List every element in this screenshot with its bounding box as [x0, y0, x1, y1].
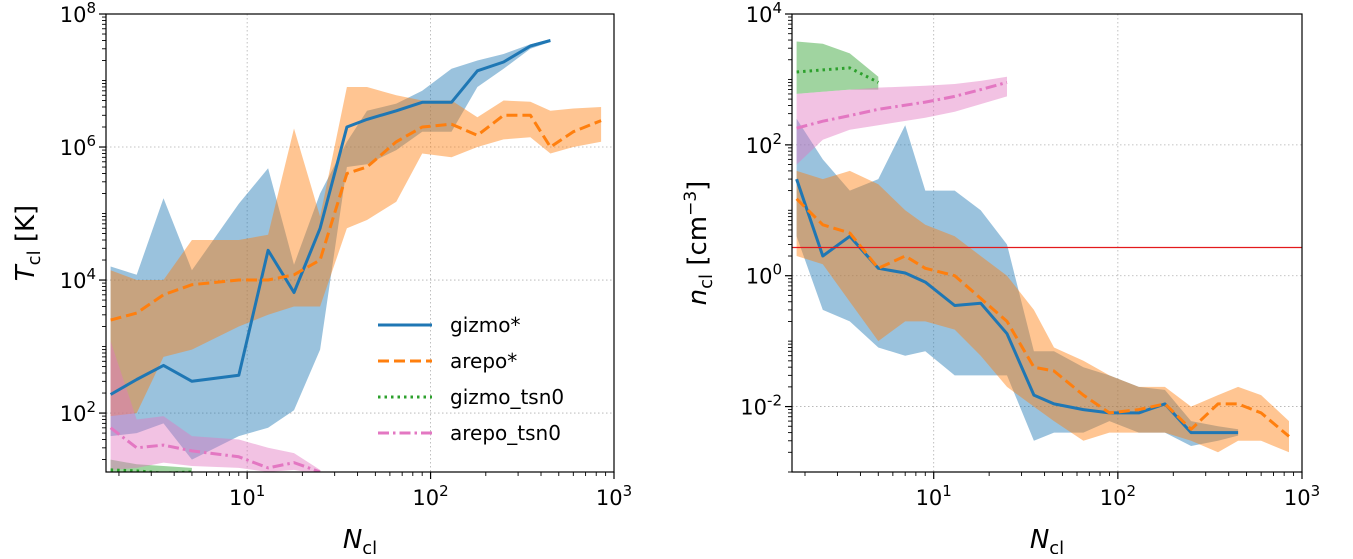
series-line-arepo-tsn0	[796, 80, 1008, 130]
series-line-arepo-tsn0	[109, 426, 321, 472]
legend: gizmo* arepo* gizmo_tsn0 arepo_tsn0	[378, 313, 564, 445]
x-axis-label: Ncl	[1030, 525, 1064, 554]
legend-label-arepo-star: arepo*	[450, 349, 517, 373]
series-line-gizmo-star	[109, 39, 551, 396]
y-tick-label: 102	[60, 398, 96, 426]
band-gizmo-tsn0	[110, 459, 192, 472]
x-tick-label: 102	[412, 482, 448, 510]
series-line-gizmo-tsn0	[796, 66, 879, 84]
legend-label-gizmo-star: gizmo*	[450, 313, 520, 337]
band-arepo-star	[110, 87, 602, 417]
x-tick-label: 103	[1284, 482, 1320, 510]
band-arepo-tsn0	[110, 341, 321, 472]
ticks: 101 102 103 102 104 106 108	[60, 0, 632, 510]
y-tick-label: 102	[746, 130, 782, 158]
y-tick-label: 100	[746, 261, 782, 289]
band-gizmo-star	[110, 39, 551, 460]
axes-frame	[791, 13, 1303, 473]
series-line-gizmo-tsn0	[110, 468, 192, 472]
y-tick-label: 104	[60, 265, 96, 293]
series-line-arepo-star	[795, 197, 1290, 438]
y-tick-label: 104	[746, 0, 782, 27]
y-tick-label: 10-2	[740, 392, 782, 420]
panel-density: 101 102 103 10-2 100 102 104 Ncl ncl [cm−3]	[681, 0, 1320, 559]
x-axis-label: Ncl	[343, 525, 377, 554]
x-tick-label: 101	[229, 482, 265, 510]
series-line-arepo-star	[110, 113, 602, 322]
axes-frame	[105, 13, 615, 473]
y-axis-label: Tcl [K]	[11, 205, 45, 281]
ticks: 101 102 103 10-2 100 102 104	[740, 0, 1320, 510]
x-tick-label: 102	[1100, 482, 1136, 510]
x-tick-label: 103	[596, 482, 632, 510]
panel-temperature: 101 102 103 102 104 106 108 Ncl Tcl [K] gizmo* are…	[11, 0, 632, 559]
y-axis-label: ncl [cm−3]	[681, 181, 717, 306]
legend-label-arepo-tsn0: arepo_tsn0	[450, 421, 561, 445]
band-arepo-tsn0	[796, 76, 1007, 165]
x-tick-label: 101	[916, 482, 952, 510]
y-tick-label: 108	[60, 0, 96, 27]
plot-area	[792, 41, 1302, 453]
plot-area	[109, 39, 602, 472]
band-arepo-star	[796, 170, 1289, 453]
legend-label-gizmo-tsn0: gizmo_tsn0	[450, 385, 564, 409]
band-gizmo-star	[796, 118, 1239, 447]
y-tick-label: 106	[60, 132, 96, 160]
